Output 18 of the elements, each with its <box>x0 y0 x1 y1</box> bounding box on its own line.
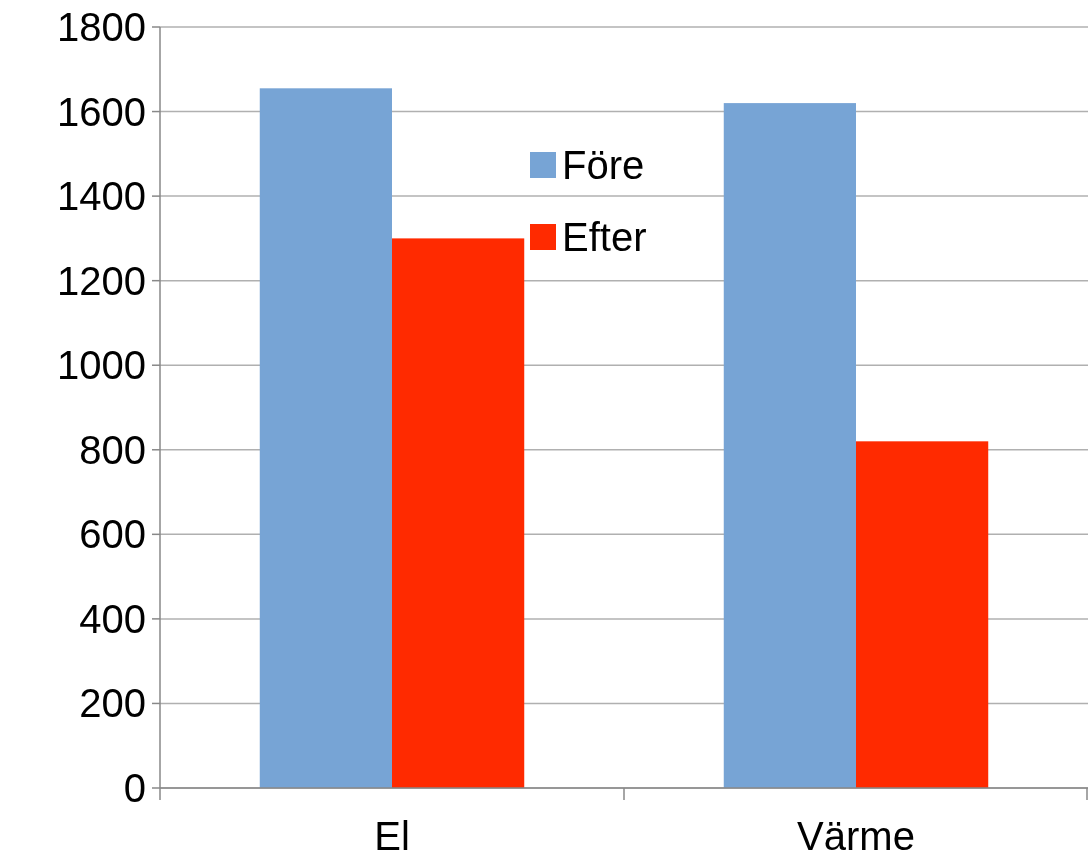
y-tick-label: 600 <box>79 512 146 557</box>
legend-label: Före <box>562 143 645 187</box>
y-tick-label: 800 <box>79 427 146 472</box>
y-tick-label: 200 <box>79 681 146 726</box>
y-tick-label: 1200 <box>57 258 146 303</box>
bar <box>856 441 989 788</box>
y-tick-label: 400 <box>79 596 146 641</box>
y-tick-label: 1400 <box>57 174 146 219</box>
y-tick-label: 0 <box>123 766 146 810</box>
y-tick-label: 1600 <box>57 89 146 134</box>
x-tick-label: Värme <box>797 814 915 858</box>
y-tick-label: 1000 <box>57 343 146 388</box>
bar <box>392 238 525 788</box>
legend-label: Efter <box>562 215 647 259</box>
bar <box>723 103 856 788</box>
x-tick-label: El <box>374 814 410 858</box>
y-tick-label: 1800 <box>57 5 146 49</box>
bar <box>259 88 392 788</box>
